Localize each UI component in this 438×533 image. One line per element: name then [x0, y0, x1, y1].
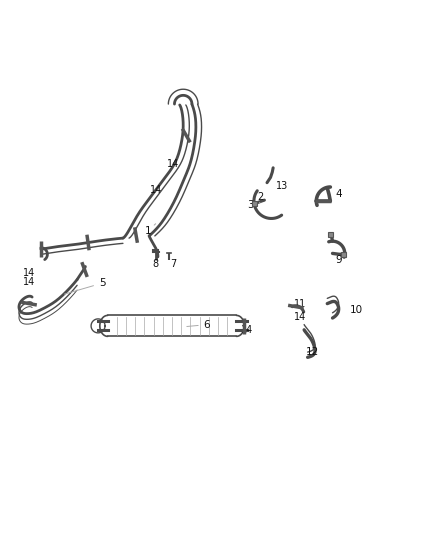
- Text: 5: 5: [64, 278, 106, 294]
- Text: 13: 13: [276, 181, 289, 191]
- Text: 14: 14: [23, 268, 35, 278]
- Text: 10: 10: [350, 305, 363, 315]
- Text: 14: 14: [149, 185, 162, 195]
- Text: 4: 4: [336, 189, 343, 199]
- Text: 14: 14: [167, 159, 179, 169]
- Text: 14: 14: [23, 277, 35, 287]
- Text: 11: 11: [293, 298, 306, 309]
- Bar: [328, 232, 333, 237]
- Text: 12: 12: [306, 346, 319, 357]
- Text: 14: 14: [293, 312, 306, 322]
- Text: 14: 14: [241, 325, 254, 335]
- Bar: [252, 200, 258, 206]
- Text: 1: 1: [145, 224, 155, 236]
- Text: 7: 7: [170, 260, 176, 269]
- Bar: [341, 252, 346, 257]
- Text: 6: 6: [187, 320, 210, 329]
- Text: 2: 2: [258, 192, 264, 201]
- Text: 9: 9: [336, 255, 343, 265]
- Text: 3: 3: [247, 199, 260, 209]
- Text: 8: 8: [152, 260, 159, 269]
